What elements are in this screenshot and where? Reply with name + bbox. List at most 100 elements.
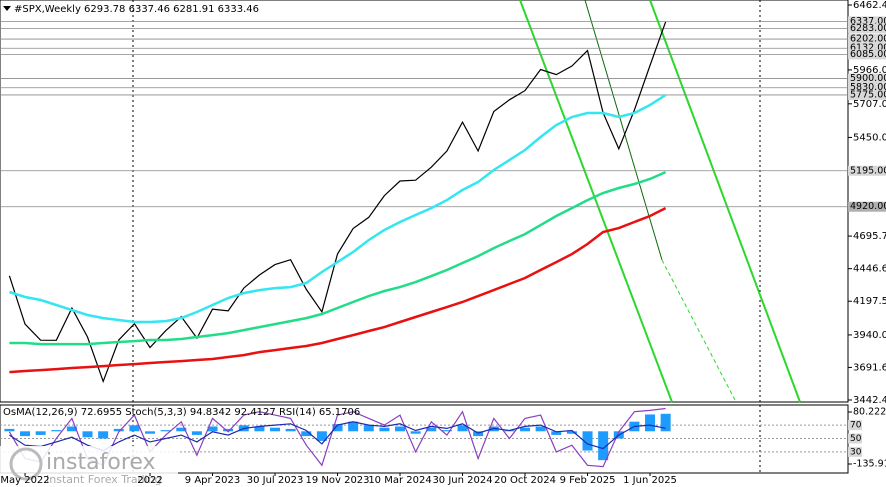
level-label-bg bbox=[848, 23, 886, 34]
level-label: 5830.00 bbox=[850, 82, 886, 93]
level-label-bg bbox=[848, 446, 862, 457]
channel-line bbox=[649, 0, 801, 403]
y-tick-label: 5707.00 bbox=[853, 99, 886, 110]
menu-icon bbox=[3, 6, 11, 11]
series-line bbox=[8, 21, 667, 384]
plot-layer bbox=[0, 21, 848, 468]
osma-bar bbox=[301, 431, 312, 437]
osma-bar bbox=[520, 427, 531, 432]
x-tick-label: 1 Jun 2025 bbox=[623, 475, 677, 486]
y2-tick-label: 30 bbox=[850, 447, 862, 457]
level-label-bg bbox=[848, 49, 886, 60]
level-label: 6283.00 bbox=[850, 23, 886, 34]
y-tick-label: 4197.55 bbox=[853, 296, 886, 307]
y-tick-label: 5966.00 bbox=[853, 65, 886, 76]
osma-bar bbox=[113, 428, 124, 432]
series-line bbox=[9, 421, 666, 452]
y-tick-label: 5450.00 bbox=[853, 132, 886, 143]
osma-bar bbox=[145, 431, 156, 434]
osma-bar bbox=[395, 426, 406, 432]
level-label-bg bbox=[848, 73, 886, 84]
osma-bar bbox=[426, 427, 437, 432]
logo-tagline: Instant Forex Trading bbox=[46, 473, 162, 486]
x-tick-label: 10 Mar 2024 bbox=[368, 475, 431, 486]
osma-bar bbox=[20, 431, 31, 437]
osma-bar bbox=[598, 431, 609, 461]
level-label: 5900.00 bbox=[850, 73, 886, 84]
osma-bar bbox=[35, 431, 46, 435]
osma-bar bbox=[270, 427, 281, 432]
logo-text: instaforex bbox=[46, 450, 156, 475]
osma-bar bbox=[207, 426, 218, 432]
osma-bar bbox=[379, 427, 390, 432]
level-label-bg bbox=[848, 89, 886, 100]
x-tick-label: 30 Jul 2023 bbox=[247, 475, 304, 486]
osma-bar bbox=[129, 425, 140, 432]
osma-bar bbox=[348, 421, 359, 432]
osma-bar bbox=[441, 430, 452, 432]
level-label-bg bbox=[848, 82, 886, 93]
osma-bar bbox=[223, 428, 234, 432]
osma-bar bbox=[82, 431, 93, 438]
level-label: 5775.00 bbox=[850, 89, 886, 100]
osma-bar bbox=[582, 431, 593, 451]
y-tick-label: -135.916 bbox=[853, 459, 886, 470]
osma-bar bbox=[410, 431, 421, 434]
x-tick-label: 20 Oct 2024 bbox=[494, 475, 556, 486]
osma-bar bbox=[98, 431, 109, 439]
x-tick-label: 2022 bbox=[137, 475, 162, 486]
level-label-bg bbox=[848, 16, 886, 27]
osma-bar bbox=[332, 424, 343, 432]
logo-bg bbox=[0, 446, 178, 487]
osma-bar bbox=[566, 431, 577, 434]
series-line bbox=[9, 206, 667, 374]
osma-bar bbox=[535, 426, 546, 432]
y-tick-label: 3691.60 bbox=[853, 362, 886, 373]
osma-bar bbox=[66, 426, 77, 432]
level-label-bg bbox=[848, 43, 886, 54]
series-line bbox=[9, 93, 667, 324]
y2-tick-label: 50 bbox=[850, 434, 862, 444]
osma-bar bbox=[191, 431, 202, 435]
osma-bar bbox=[660, 413, 671, 432]
y-tick-label: 6462.45 bbox=[853, 0, 886, 11]
channel-line bbox=[519, 0, 673, 403]
level-label: 6132.00 bbox=[850, 43, 886, 54]
osma-bar bbox=[551, 431, 562, 435]
level-label-bg bbox=[848, 165, 886, 176]
level-label: 6337.00 bbox=[850, 16, 886, 27]
y2-tick-label: 70 bbox=[850, 421, 862, 431]
osma-bar bbox=[363, 425, 374, 432]
osma-bar bbox=[254, 426, 265, 432]
level-label-bg bbox=[848, 34, 886, 45]
level-label-bg bbox=[848, 201, 886, 212]
y-tick-label: 4446.60 bbox=[853, 264, 886, 275]
osma-bar bbox=[285, 428, 296, 432]
x-tick-label: 9 Feb 2025 bbox=[560, 475, 616, 486]
chart-title: #SPX,Weekly 6293.78 6337.46 6281.91 6333… bbox=[14, 4, 259, 15]
osma-bar bbox=[457, 425, 468, 432]
logo: instaforex Instant Forex Trading bbox=[0, 446, 178, 487]
channel-mid bbox=[661, 259, 736, 401]
x-tick-label: 19 Nov 2023 bbox=[305, 475, 369, 486]
indicator-title: OsMA(12,26,9) 72.6955 Stoch(5,3,3) 94.83… bbox=[3, 407, 360, 418]
y-tick-label: 4695.75 bbox=[853, 231, 886, 242]
level-label: 4920.00 bbox=[850, 201, 886, 212]
level-label: 6202.00 bbox=[850, 34, 886, 45]
level-label: 5195.00 bbox=[850, 165, 886, 176]
level-label-bg bbox=[848, 433, 862, 444]
osma-bar bbox=[51, 430, 62, 432]
osma-bar bbox=[316, 431, 327, 441]
osma-bar bbox=[176, 427, 187, 432]
osma-bar bbox=[645, 414, 656, 432]
y-tick-label: 80.222 bbox=[853, 407, 886, 418]
x-tick-label: 9 Apr 2023 bbox=[185, 475, 240, 486]
series-line bbox=[9, 170, 667, 346]
y-tick-label: 3442.45 bbox=[853, 395, 886, 406]
osma-bar bbox=[4, 428, 15, 432]
osma-bar bbox=[160, 430, 171, 432]
x-tick-label: 30 Jun 2024 bbox=[432, 475, 492, 486]
level-label: 6085.00 bbox=[850, 49, 886, 60]
series-line bbox=[8, 407, 666, 468]
